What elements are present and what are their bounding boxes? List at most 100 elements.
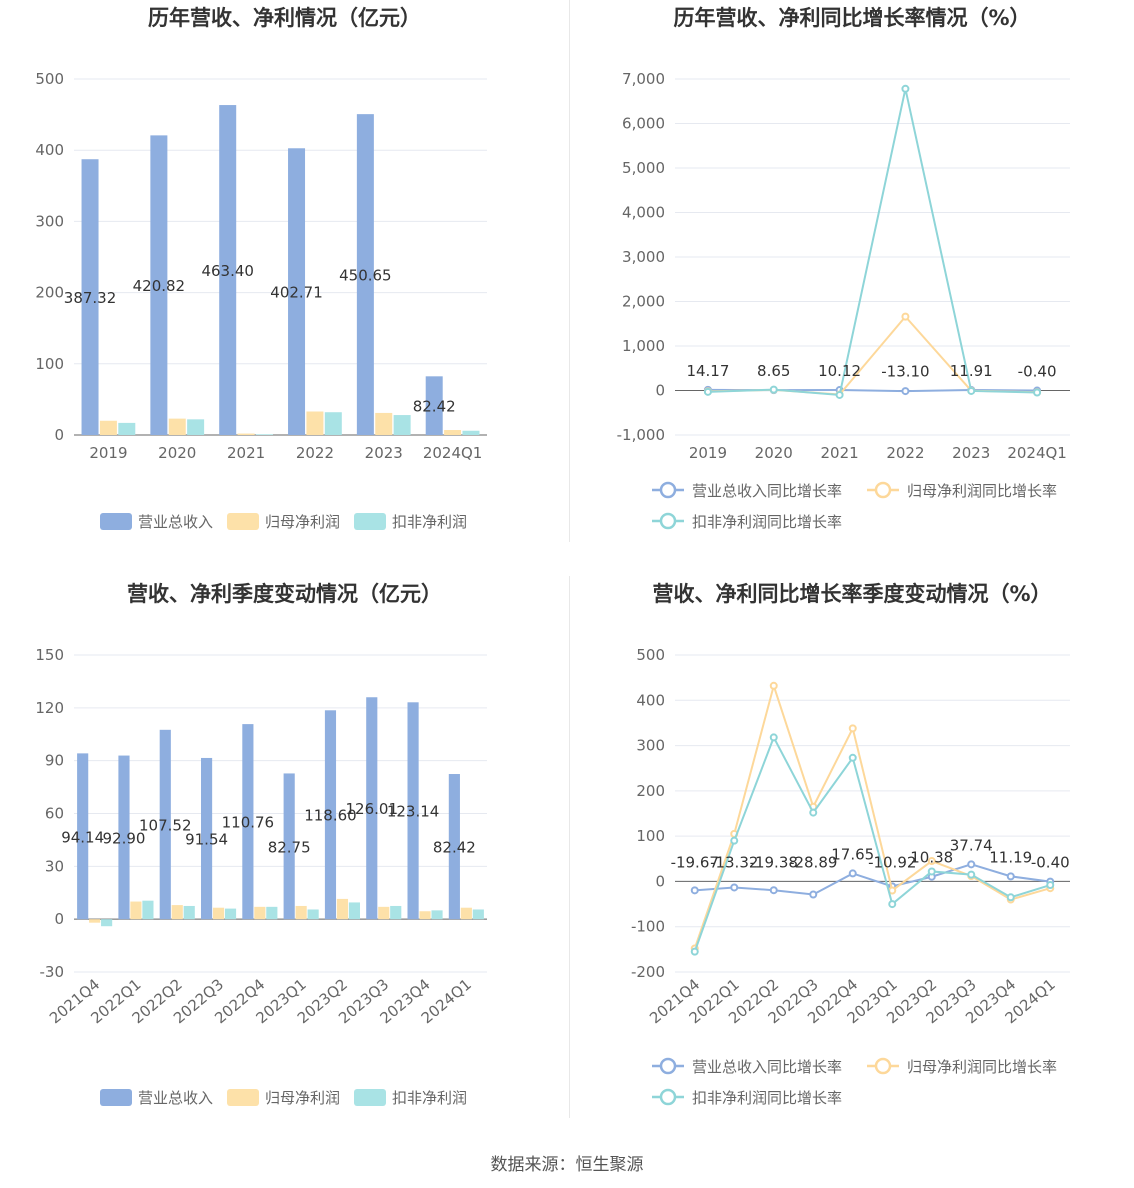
series-line-1 — [693, 682, 1051, 949]
y-tick-label: 100 — [636, 827, 665, 845]
y-tick-label: 6,000 — [622, 115, 665, 133]
bar-1 — [168, 418, 186, 435]
data-label: -10.92 — [868, 853, 916, 871]
bar-2 — [224, 908, 237, 920]
data-point-2 — [769, 733, 778, 742]
bar-1 — [130, 901, 142, 920]
data-point-2 — [1006, 893, 1015, 902]
data-label: -0.40 — [1018, 363, 1057, 381]
bar-1 — [295, 905, 307, 920]
data-point-0 — [967, 860, 976, 869]
bar-2 — [187, 419, 205, 435]
bar-2 — [142, 900, 154, 920]
legend-label: 归母净利润 — [265, 1089, 340, 1107]
legend-marker — [874, 1057, 892, 1075]
legend-swatch — [227, 513, 259, 530]
bar-1 — [419, 911, 431, 920]
data-label: 14.17 — [686, 362, 729, 380]
bar-0 — [425, 376, 443, 435]
data-label: 387.32 — [64, 289, 117, 307]
legend-label: 扣非净利润同比增长率 — [692, 513, 842, 531]
y-tick-label: 500 — [636, 646, 665, 664]
data-label: 17.65 — [831, 845, 874, 863]
x-tick-label: 2024Q1 — [423, 444, 483, 462]
data-point-2 — [835, 390, 844, 399]
data-point-2 — [901, 84, 910, 93]
data-label: 420.82 — [133, 277, 186, 295]
y-tick-label: 300 — [35, 212, 64, 230]
x-tick-label: 2019 — [89, 444, 127, 462]
legend-label: 扣非净利润同比增长率 — [692, 1089, 842, 1107]
bar-1 — [171, 905, 183, 920]
bar-1 — [99, 420, 117, 435]
data-label: 82.75 — [268, 838, 311, 856]
data-point-2 — [703, 387, 712, 396]
y-tick-label: 4,000 — [622, 204, 665, 222]
bar-1 — [336, 898, 349, 920]
y-tick-label: -100 — [631, 918, 665, 936]
data-label: 402.71 — [270, 284, 323, 302]
bar-2 — [472, 909, 484, 920]
vertical-divider — [569, 0, 570, 542]
x-tick-label: 2023 — [952, 444, 990, 462]
y-tick-label: 100 — [35, 355, 64, 373]
legend-swatch — [227, 1089, 259, 1106]
data-label: 82.42 — [413, 398, 456, 416]
data-point-2 — [769, 385, 778, 394]
bar-0 — [448, 774, 460, 920]
annual-line-chart: -1,000 0 1,000 2,000 3,000 4,000 5,000 6,000 7,0… — [617, 70, 1070, 531]
bar-0 — [407, 702, 419, 920]
bar-1 — [237, 433, 255, 435]
quarter-bar-chart: -3003060901201502021Q42022Q12022Q22022Q3… — [35, 646, 487, 1107]
y-tick-label: 400 — [636, 691, 665, 709]
bar-1 — [212, 907, 225, 920]
legend-swatch — [100, 1089, 132, 1106]
legend-swatch — [354, 1089, 386, 1106]
bar-0 — [81, 159, 99, 436]
bar-2 — [266, 906, 278, 920]
bar-1 — [254, 906, 266, 920]
y-tick-label: 1,000 — [622, 337, 665, 355]
data-point-2 — [730, 836, 739, 845]
data-label: 126.01 — [346, 800, 399, 818]
quarter-line-chart: -200-10001002003004005002021Q42022Q12022… — [631, 646, 1070, 1107]
x-tick-label: 2022 — [886, 444, 924, 462]
legend-label: 归母净利润同比增长率 — [907, 482, 1057, 500]
bar-0 — [283, 773, 295, 920]
bar-0 — [288, 148, 306, 435]
data-point-2 — [1033, 388, 1042, 397]
data-point-1 — [901, 312, 910, 321]
data-point-2 — [888, 900, 897, 909]
data-point-1 — [769, 681, 778, 690]
series-line-2 — [707, 88, 1038, 397]
bar-2 — [431, 910, 443, 920]
legend-label: 营业总收入 — [138, 1089, 213, 1107]
bar-2 — [390, 905, 402, 920]
y-tick-label: 0 — [54, 426, 64, 444]
bar-2 — [462, 430, 480, 435]
y-tick-label: 120 — [35, 699, 64, 717]
x-tick-label: 2023 — [365, 444, 403, 462]
data-label: -28.89 — [789, 853, 837, 871]
annual-line-panel: 历年营收、净利同比增长率情况（%） -1,000 0 1,000 2,000 3,000… — [570, 0, 1134, 560]
chart-title: 营收、净利同比增长率季度变动情况（%） — [652, 582, 1052, 606]
data-label: 123.14 — [387, 803, 440, 821]
data-label: -13.10 — [881, 363, 929, 381]
data-point-2 — [690, 947, 699, 956]
legend-marker — [659, 481, 677, 499]
data-label: 10.12 — [818, 362, 861, 380]
data-label: -0.40 — [1031, 853, 1070, 871]
data-point-0 — [730, 883, 739, 892]
data-label: 450.65 — [339, 267, 392, 285]
y-tick-label: 0 — [655, 382, 665, 400]
bar-1 — [378, 906, 390, 920]
legend-label: 归母净利润同比增长率 — [907, 1058, 1057, 1076]
annual-bar-panel: 历年营收、净利情况（亿元） 0 100 200 300 400 500 2019 2020 20… — [0, 0, 569, 560]
y-tick-label: 5,000 — [622, 159, 665, 177]
bar-2 — [324, 412, 342, 435]
bar-2 — [393, 415, 411, 435]
bar-1 — [375, 412, 393, 435]
bar-0 — [242, 724, 254, 920]
legend-label: 营业总收入 — [138, 513, 213, 531]
y-tick-label: 3,000 — [622, 248, 665, 266]
